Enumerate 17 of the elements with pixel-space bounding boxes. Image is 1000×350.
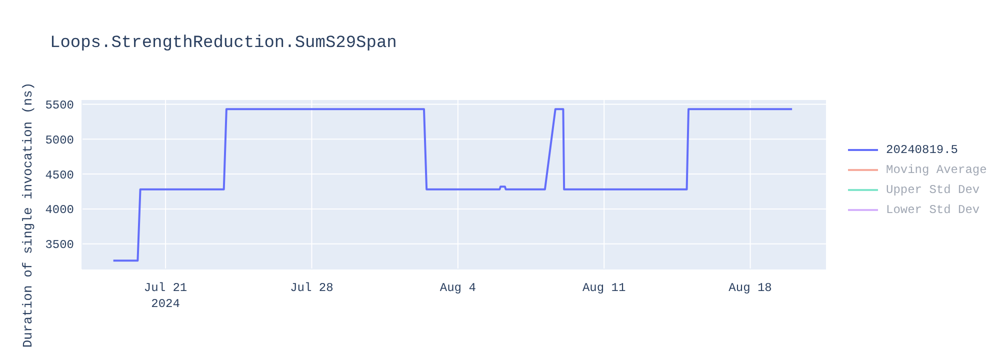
line-series [112,108,794,262]
legend-label: Upper Std Dev [886,183,980,197]
y-tick-label: 5000 [45,133,74,148]
legend-label: 20240819.5 [886,143,958,157]
legend-label: Moving Average [886,163,987,177]
x-tick-label: Aug 11 [582,281,626,295]
x-tick-label: Aug 4 [440,281,476,295]
y-axis-title: Duration of single invocation (ns) [20,82,36,348]
y-tick-label: 5500 [45,98,74,112]
x-tick-label: Jul 21 2024 [144,281,188,311]
x-tick-label: Aug 18 [728,281,772,295]
legend-label: Lower Std Dev [886,203,980,217]
y-tick-label: 3500 [45,238,74,252]
y-tick-label: 4000 [45,203,74,218]
y-tick-label: 4500 [45,168,74,182]
chart-title: Loops.StrengthReduction.SumS29Span [50,34,397,53]
x-tick-label: Jul 28 [290,281,334,295]
